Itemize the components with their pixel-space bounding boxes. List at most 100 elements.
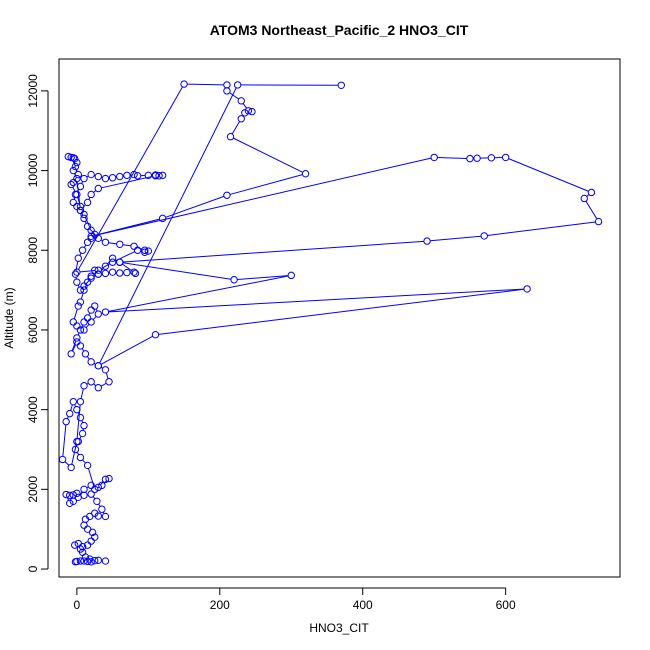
data-point bbox=[101, 262, 110, 270]
data-point bbox=[123, 171, 131, 180]
data-point bbox=[226, 133, 235, 141]
series-segment bbox=[81, 348, 85, 352]
data-point bbox=[105, 474, 113, 483]
data-point bbox=[76, 182, 85, 191]
data-point bbox=[78, 429, 87, 438]
series-segment bbox=[71, 444, 77, 465]
series-segment bbox=[64, 461, 70, 466]
data-point bbox=[71, 558, 80, 566]
data-point bbox=[80, 326, 88, 334]
data-point bbox=[69, 318, 77, 326]
series-segment bbox=[105, 372, 109, 379]
data-point bbox=[83, 461, 92, 470]
data-point bbox=[94, 483, 103, 492]
data-point bbox=[523, 285, 531, 293]
series-segment bbox=[73, 308, 78, 320]
data-point bbox=[131, 269, 140, 278]
series-segment bbox=[94, 157, 432, 237]
series-segment bbox=[165, 195, 225, 218]
data-point bbox=[94, 384, 103, 392]
data-point bbox=[87, 306, 95, 314]
data-point bbox=[80, 382, 88, 390]
data-point bbox=[116, 240, 124, 248]
series-segment bbox=[122, 240, 424, 263]
data-point bbox=[80, 318, 88, 326]
series-segment bbox=[92, 316, 97, 320]
y-tick-label: 10000 bbox=[26, 154, 40, 188]
data-point bbox=[473, 154, 481, 162]
series-segment bbox=[233, 137, 303, 173]
data-point bbox=[233, 81, 242, 89]
data-point bbox=[91, 302, 99, 310]
data-point bbox=[180, 80, 188, 88]
data-point bbox=[151, 172, 160, 180]
data-point bbox=[94, 172, 103, 181]
series-segment bbox=[80, 293, 84, 300]
data-point bbox=[87, 490, 95, 498]
x-axis-label: HNO3_CIT bbox=[309, 621, 369, 635]
data-point bbox=[155, 172, 163, 180]
data-point bbox=[223, 81, 231, 89]
data-point bbox=[423, 237, 431, 245]
data-point bbox=[73, 489, 81, 498]
series-segment bbox=[88, 468, 95, 487]
y-tick-label: 8000 bbox=[26, 237, 40, 264]
data-point bbox=[80, 210, 88, 219]
data-point bbox=[87, 378, 95, 386]
series-segment bbox=[122, 262, 232, 280]
series-segment bbox=[85, 324, 90, 328]
data-point bbox=[80, 485, 88, 494]
series-segment bbox=[508, 158, 589, 192]
series-segment bbox=[74, 176, 78, 181]
data-point bbox=[594, 217, 603, 226]
series-segment bbox=[89, 228, 93, 233]
data-point bbox=[76, 286, 85, 294]
data-point bbox=[69, 178, 77, 187]
series-lines bbox=[62, 83, 598, 563]
series-segment bbox=[242, 103, 247, 109]
data-point bbox=[76, 202, 85, 211]
data-point bbox=[151, 331, 160, 339]
data-point bbox=[73, 174, 81, 183]
data-point bbox=[73, 405, 81, 414]
data-point bbox=[101, 238, 110, 246]
series-segment bbox=[84, 217, 91, 228]
series-segment bbox=[100, 382, 107, 387]
series-segment bbox=[237, 275, 289, 281]
data-point bbox=[98, 505, 106, 513]
series-segment bbox=[100, 335, 153, 365]
data-point bbox=[337, 81, 345, 89]
data-point bbox=[141, 248, 149, 256]
series-segment bbox=[78, 86, 183, 270]
data-point bbox=[69, 497, 77, 505]
series-segment bbox=[231, 121, 241, 135]
data-point bbox=[64, 152, 72, 161]
data-point bbox=[66, 499, 74, 507]
data-point bbox=[105, 378, 113, 386]
data-point bbox=[87, 318, 95, 326]
data-point bbox=[108, 254, 117, 262]
series-segment bbox=[122, 244, 131, 247]
series-segment bbox=[75, 261, 79, 272]
chart-title: ATOM3 Northeast_Pacific_2 HNO3_CIT bbox=[210, 22, 469, 38]
series-segment bbox=[98, 503, 101, 507]
data-point bbox=[587, 188, 596, 197]
data-point bbox=[67, 180, 75, 189]
data-point bbox=[108, 174, 117, 182]
data-point bbox=[91, 556, 99, 565]
data-point bbox=[62, 417, 70, 426]
data-point bbox=[58, 455, 67, 464]
data-point bbox=[91, 485, 99, 494]
data-point bbox=[80, 286, 88, 294]
data-point bbox=[73, 158, 81, 167]
data-point bbox=[73, 437, 81, 446]
data-point bbox=[62, 490, 70, 499]
data-point bbox=[74, 493, 82, 502]
data-point bbox=[73, 190, 81, 199]
y-tick-label: 4000 bbox=[26, 396, 40, 423]
data-point bbox=[73, 322, 81, 330]
data-point bbox=[71, 154, 79, 163]
x-tick-label: 0 bbox=[74, 598, 81, 612]
series-segment bbox=[158, 288, 524, 335]
data-point bbox=[230, 276, 238, 284]
